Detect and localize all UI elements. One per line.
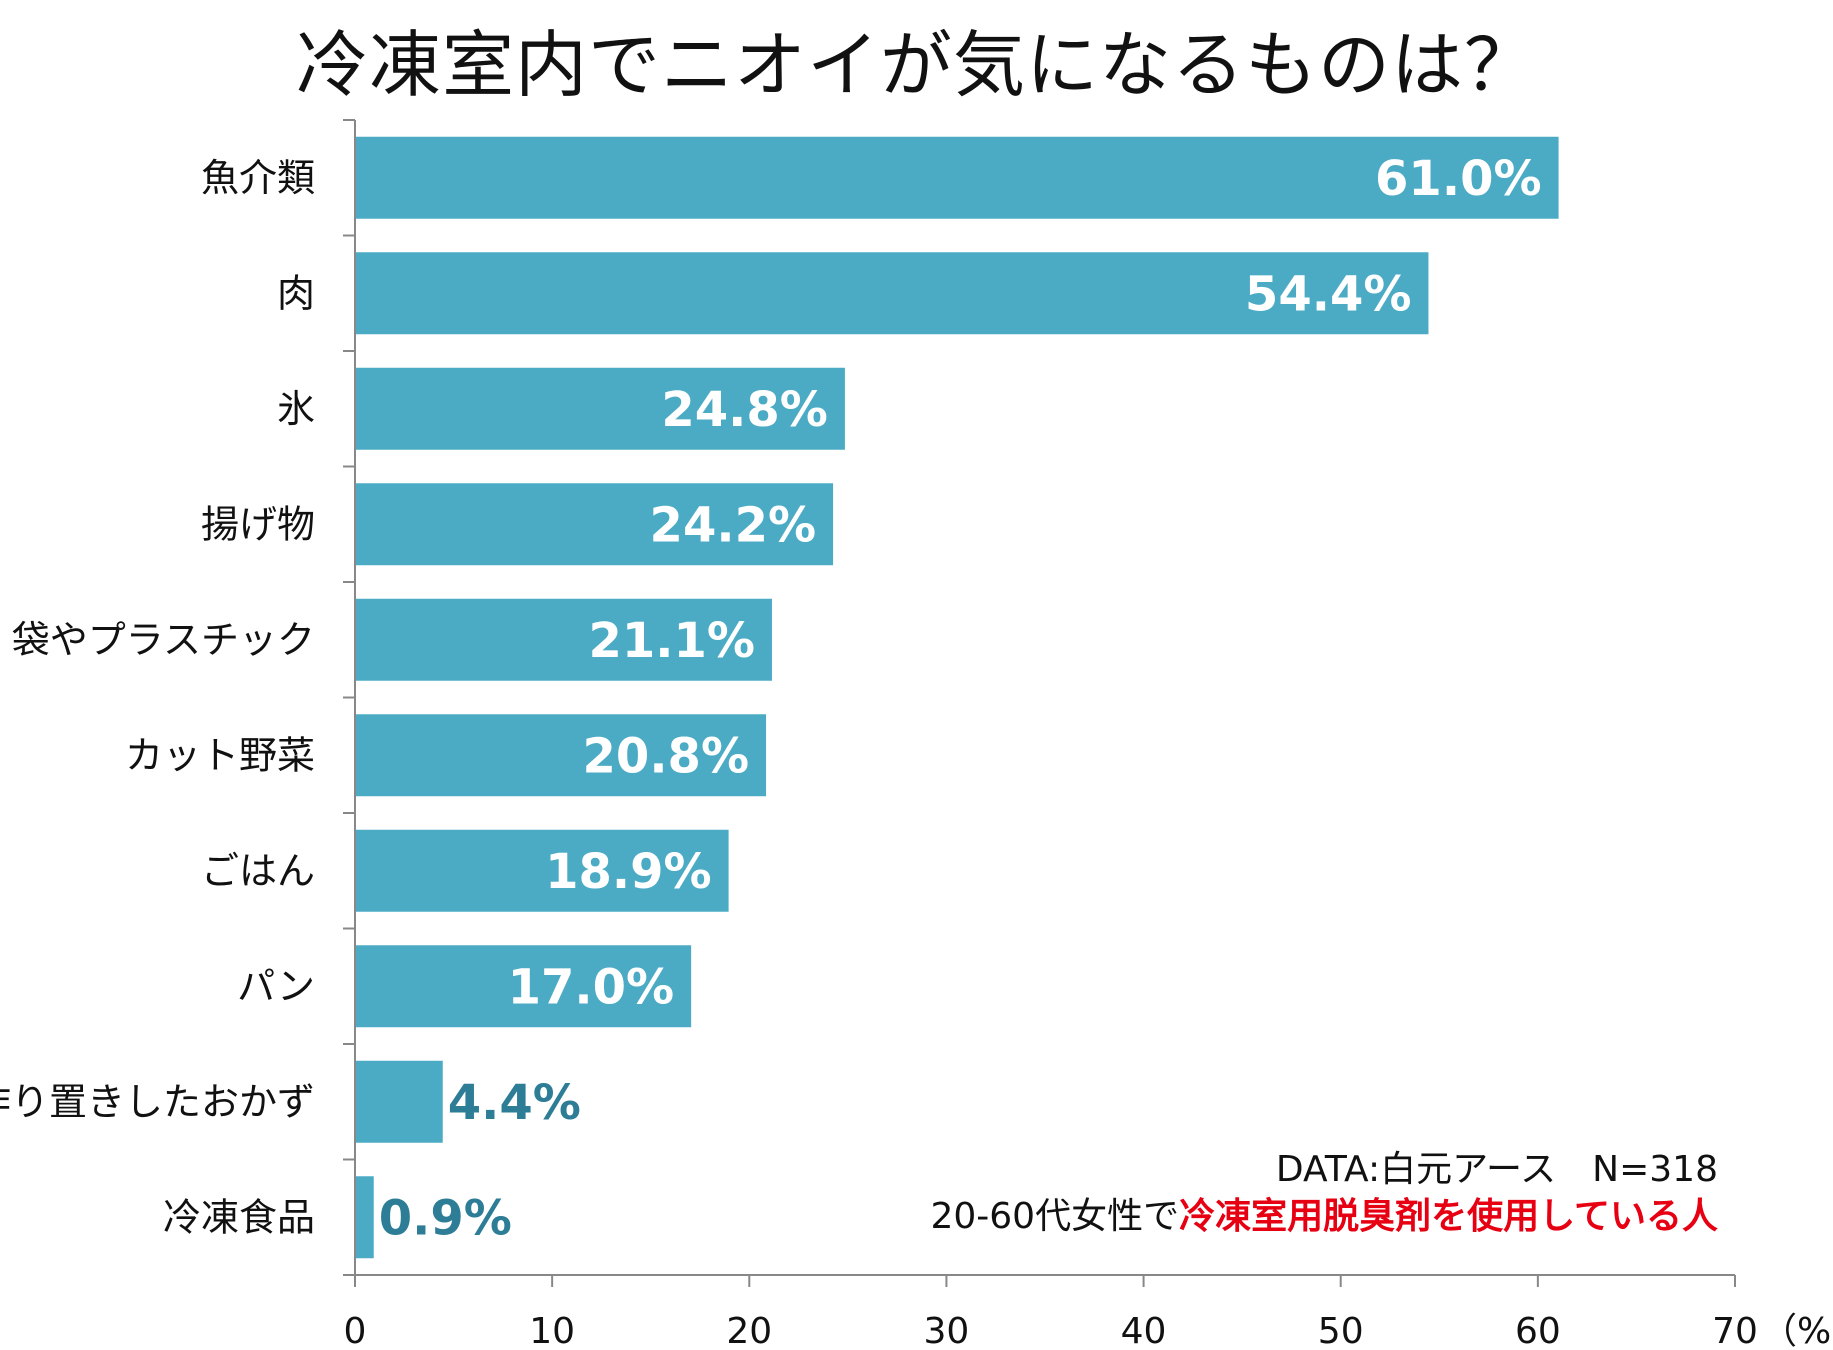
bar — [356, 136, 1559, 219]
data-label: 20.8% — [583, 728, 750, 784]
bar — [356, 1176, 374, 1259]
category-label: ごはん — [201, 849, 315, 893]
category-label: パン — [237, 964, 315, 1008]
bar — [356, 945, 692, 1028]
category-label: 魚介類 — [201, 156, 315, 200]
bar — [356, 714, 767, 797]
bar — [356, 252, 1429, 335]
source-sample: 20-60代女性で — [930, 1196, 1180, 1237]
x-tick-label: 10 — [529, 1311, 575, 1350]
chart-title: 冷凍室内でニオイが気になるものは？ — [295, 23, 1537, 107]
data-label: 21.1% — [588, 613, 755, 669]
category-label: 袋やプラスチック — [12, 618, 315, 662]
data-label: 0.9% — [379, 1190, 512, 1246]
source-sample-highlight: 冷凍室用脱臭剤を使用している人 — [1179, 1196, 1718, 1237]
data-label: 4.4% — [448, 1075, 581, 1131]
x-tick-label: 0 — [344, 1311, 367, 1350]
bar — [356, 829, 729, 912]
category-label: 氷 — [277, 387, 315, 431]
source-line-2: 20-60代女性で冷凍室用脱臭剤を使用している人 — [930, 1187, 1718, 1239]
x-tick-label: 40 — [1121, 1311, 1167, 1350]
x-tick-label: 60 — [1515, 1311, 1561, 1350]
data-label: 54.4% — [1245, 266, 1412, 322]
data-label: 17.0% — [508, 959, 675, 1015]
x-axis-unit: （%） — [1761, 1311, 1833, 1350]
data-label: 61.0% — [1375, 151, 1542, 207]
bar — [356, 483, 834, 566]
category-label: 冷凍食品 — [163, 1195, 315, 1239]
x-tick-label: 50 — [1318, 1311, 1364, 1350]
category-label: 作り置きしたおかず — [0, 1080, 315, 1124]
data-label: 24.8% — [661, 382, 828, 438]
x-tick-label: 70 — [1712, 1311, 1758, 1350]
category-label: 揚げ物 — [201, 502, 315, 546]
source-line-1: DATA:白元アース N=318 — [1275, 1149, 1718, 1190]
bar — [356, 367, 845, 450]
x-tick-label: 20 — [726, 1311, 772, 1350]
data-label: 24.2% — [650, 497, 817, 553]
data-label: 18.9% — [545, 844, 712, 900]
x-tick-label: 30 — [924, 1311, 970, 1350]
category-label: カット野菜 — [125, 733, 315, 777]
bar — [356, 598, 772, 681]
bar — [356, 1060, 443, 1143]
category-label: 肉 — [277, 271, 315, 315]
